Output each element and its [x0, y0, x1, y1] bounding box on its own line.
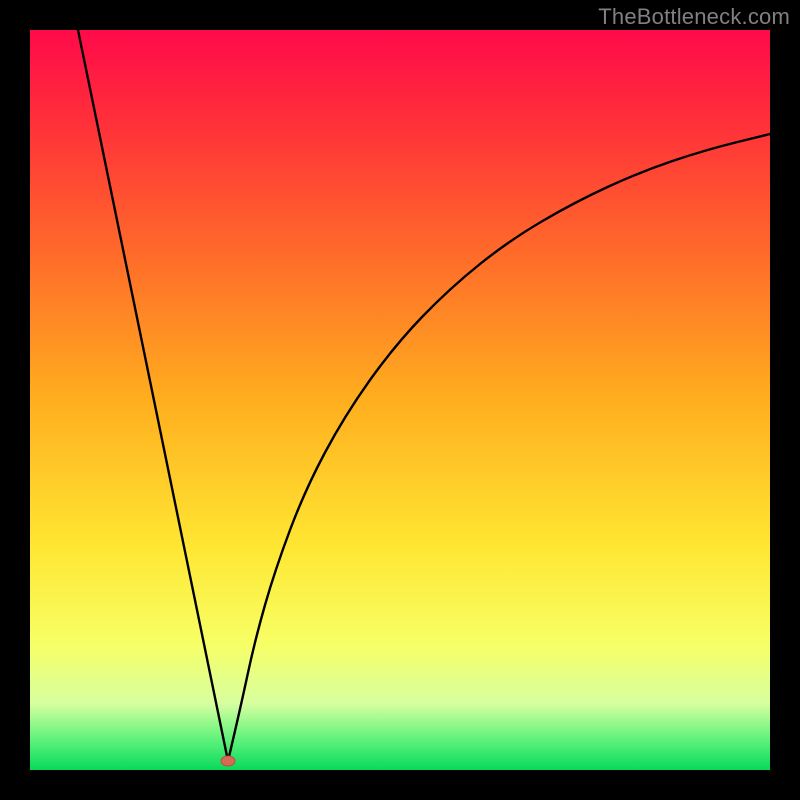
curve-right-branch	[228, 134, 770, 761]
curve-left-branch	[78, 30, 228, 761]
watermark-text: TheBottleneck.com	[598, 4, 790, 30]
minimum-marker	[221, 756, 235, 766]
plot-area	[30, 30, 770, 770]
chart-container: TheBottleneck.com	[0, 0, 800, 800]
curve-overlay	[30, 30, 770, 770]
